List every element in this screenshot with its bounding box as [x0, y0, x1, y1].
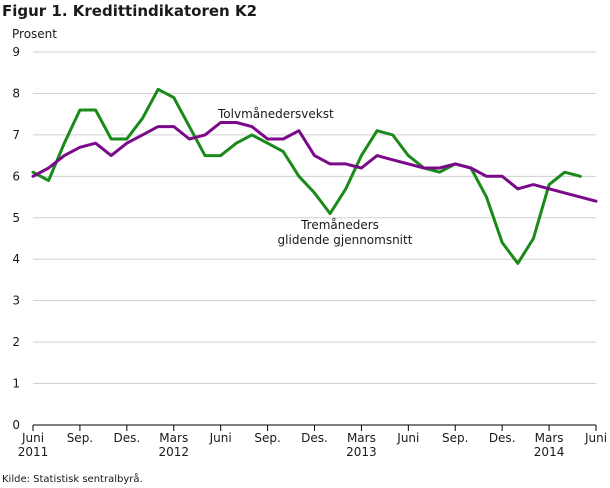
- series-line-tremaneders: [31, 87, 582, 265]
- grid-layer: [33, 51, 596, 385]
- y-tick-label: 0: [12, 418, 20, 432]
- series-label-tremaneders-line2: glidende gjennomsnitt: [278, 233, 413, 247]
- y-tick-label: 4: [12, 252, 20, 266]
- x-tick-label: Sep.: [67, 431, 93, 445]
- y-axis-title: Prosent: [12, 27, 57, 41]
- x-tick-label: Mars: [159, 431, 188, 445]
- y-tick-label: 6: [12, 169, 20, 183]
- y-tick-label: 3: [12, 294, 20, 308]
- series-label-tolvmanedersvekst: Tolvmånedersvekst: [217, 107, 334, 121]
- x-tick-label: Juni: [21, 431, 44, 445]
- x-tick-year-label: 2013: [346, 445, 377, 459]
- series-label-tremaneders-line1: Tremåneders: [300, 218, 379, 232]
- axis-layer: [32, 424, 597, 431]
- chart-title: Figur 1. Kredittindikatoren K2: [2, 2, 257, 20]
- x-tick-label: Mars: [535, 431, 564, 445]
- series-line-tolvmanedersvekst: [31, 121, 598, 203]
- x-tick-label: Sep.: [442, 431, 468, 445]
- x-tick-label: Des.: [301, 431, 328, 445]
- y-tick-label: 2: [12, 335, 20, 349]
- x-tick-year-label: 2012: [158, 445, 189, 459]
- source-note: Kilde: Statistisk sentralbyrå.: [2, 474, 143, 485]
- x-tick-label: Des.: [489, 431, 516, 445]
- x-tick-label: Juni: [209, 431, 232, 445]
- y-tick-label: 1: [12, 377, 20, 391]
- x-tick-label: Mars: [347, 431, 376, 445]
- series-layer: [31, 87, 598, 265]
- x-tick-label: Juni: [584, 431, 607, 445]
- x-tick-label: Juni: [396, 431, 419, 445]
- x-tick-label: Des.: [113, 431, 140, 445]
- x-tick-year-label: 2011: [18, 445, 49, 459]
- x-tick-year-label: 2014: [534, 445, 565, 459]
- y-tick-label: 5: [12, 211, 20, 225]
- y-tick-label: 8: [12, 86, 20, 100]
- y-tick-label: 7: [12, 128, 20, 142]
- y-tick-label: 9: [12, 45, 20, 59]
- x-tick-label: Sep.: [254, 431, 280, 445]
